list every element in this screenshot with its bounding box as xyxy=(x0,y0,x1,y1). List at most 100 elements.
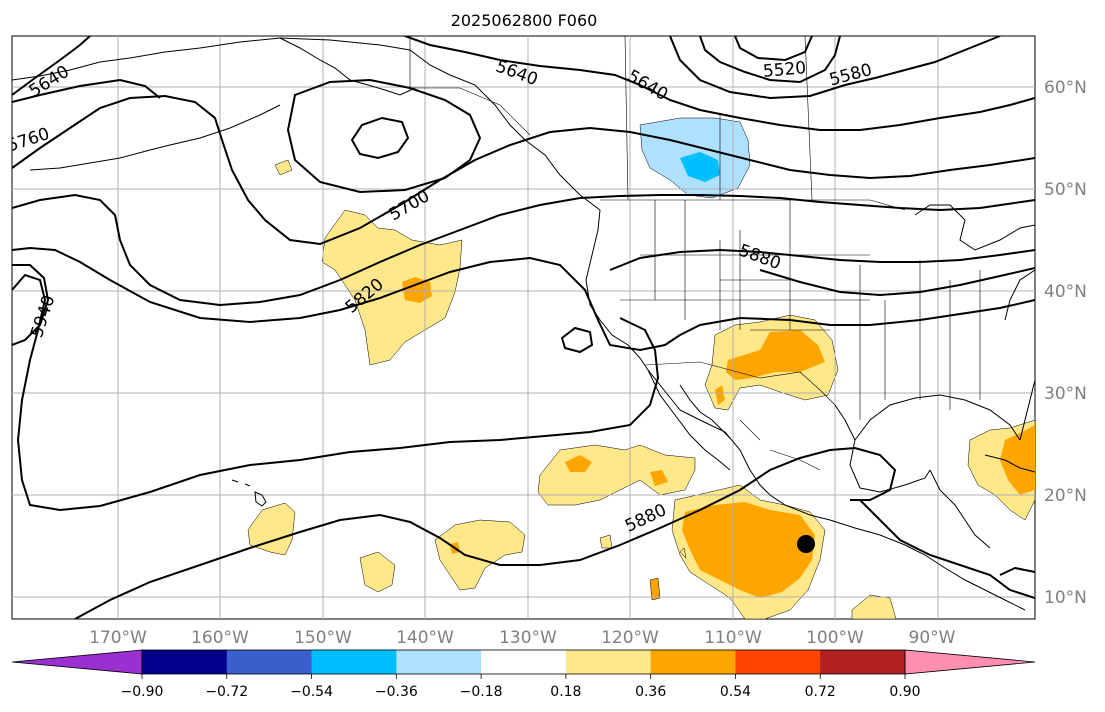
negative-shade-canada-core xyxy=(680,152,720,182)
colorbar-segment xyxy=(735,650,821,674)
coast-us-west xyxy=(585,209,681,411)
colorbar-tick-label: −0.18 xyxy=(460,684,503,700)
colorbar-segment xyxy=(820,650,906,674)
positive-shade-southwest-core xyxy=(726,330,825,380)
positive-shade-hawaii xyxy=(247,502,296,556)
contour-5640-north xyxy=(404,36,1035,131)
colorbar-tick-label: −0.90 xyxy=(121,684,164,700)
lon-tick: 90°W xyxy=(909,628,956,648)
lon-tick: 120°W xyxy=(601,628,659,648)
colorbar-tick-label: 0.36 xyxy=(635,684,666,700)
contour-5640-low xyxy=(350,116,410,160)
contour-5820 xyxy=(12,246,681,352)
positive-shade-florida-core xyxy=(1000,425,1035,495)
map-title: 2025062800 F060 xyxy=(451,11,598,30)
contour-5700-loop xyxy=(286,78,482,194)
lon-tick: 160°W xyxy=(191,628,249,648)
colorbar-tick-label: 0.18 xyxy=(550,684,581,700)
colorbar-segment xyxy=(311,650,397,674)
contour-5820-east xyxy=(609,248,1035,271)
lat-tick: 20°N xyxy=(1044,486,1087,506)
colorbar-segment xyxy=(565,650,652,674)
colorbar-tick-label: −0.36 xyxy=(375,684,418,700)
map-panel: 5520 5580 5640 5640 5640 5700 5760 5820 … xyxy=(11,35,1036,620)
coast-alaska xyxy=(12,37,601,211)
contour-label: 5520 xyxy=(762,58,807,82)
coast-florida xyxy=(1019,379,1035,441)
lat-tick-labels: 60°N 50°N 40°N 30°N 20°N 10°N xyxy=(1044,78,1087,608)
border-us-mexico xyxy=(644,361,836,406)
positive-shade-southwest-pacific xyxy=(359,551,396,593)
contour-5880-high xyxy=(560,326,594,354)
border-alaska-canada xyxy=(409,36,531,136)
lat-tick: 60°N xyxy=(1044,78,1087,98)
coastlines xyxy=(12,37,1035,611)
contour-5940 xyxy=(12,264,50,346)
colorbar-tick-label: −0.54 xyxy=(290,684,333,700)
contour-5520 xyxy=(699,36,841,84)
colorbar: −0.90 −0.72 −0.54 −0.36 −0.18 0.18 0.36 0.54 0.7… xyxy=(11,649,1036,700)
colorbar-segment xyxy=(396,650,482,674)
positive-shade-mexico-west-core xyxy=(565,455,592,472)
contour-5520-inner xyxy=(734,36,813,62)
lon-tick: 130°W xyxy=(499,628,557,648)
contour-5880-gulf xyxy=(859,499,1035,599)
positive-shade-mexico-south-core xyxy=(682,502,815,598)
height-contours xyxy=(12,36,1035,619)
colorbar-extension-low xyxy=(11,649,143,675)
coast-baja xyxy=(647,369,731,471)
shaded-fields xyxy=(247,117,1035,619)
colorbar-segment xyxy=(226,650,313,674)
border-us-states xyxy=(620,200,981,420)
colorbar-tick-label: 0.90 xyxy=(889,684,920,700)
lon-tick: 140°W xyxy=(396,628,454,648)
contour-5880-carib xyxy=(999,566,1035,576)
colorbar-tick-label: 0.54 xyxy=(720,684,751,700)
coast-hawaii xyxy=(231,479,267,507)
positive-shade-mexico-west-core2 xyxy=(650,470,668,486)
colorbar-tick-label: −0.72 xyxy=(205,684,248,700)
lon-tick: 100°W xyxy=(806,628,864,648)
colorbar-segment xyxy=(481,650,567,674)
coast-gulf xyxy=(834,394,1021,493)
coast-mexico-west xyxy=(679,409,906,546)
lat-tick: 10°N xyxy=(1044,588,1087,608)
coast-aleutians xyxy=(29,104,281,171)
contour-5880-north xyxy=(679,299,1035,336)
lon-tick: 110°W xyxy=(704,628,762,648)
map-frame xyxy=(11,35,1036,620)
contour-5580 xyxy=(669,36,1001,100)
coast-cuba xyxy=(984,454,1035,473)
positive-shade-small xyxy=(274,159,293,176)
positive-shade-southwest-core2 xyxy=(715,385,725,405)
lat-tick: 30°N xyxy=(1044,384,1087,404)
lon-tick: 170°W xyxy=(89,628,147,648)
graticule xyxy=(12,36,1035,619)
lon-tick-labels: 170°W 160°W 150°W 140°W 130°W 120°W 110°… xyxy=(89,628,956,648)
contour-5760-west xyxy=(12,78,161,103)
colorbar-tick-label: 0.72 xyxy=(805,684,836,700)
colorbar-extension-high xyxy=(904,649,1036,675)
black-dot-marker xyxy=(797,535,815,553)
contour-5700 xyxy=(12,94,1035,246)
lon-tick: 150°W xyxy=(294,628,352,648)
contour-5880-main xyxy=(12,273,660,512)
colorbar-segment xyxy=(650,650,736,674)
border-mexico-states xyxy=(739,419,821,471)
contour-5820-east2 xyxy=(759,267,1035,297)
coast-central-america xyxy=(904,469,1026,611)
coast-great-lakes xyxy=(914,204,1035,251)
contour-5880-south xyxy=(74,446,897,619)
lat-tick: 40°N xyxy=(1044,282,1087,302)
colorbar-segment xyxy=(142,650,228,674)
positive-shade-bottom2 xyxy=(679,547,687,559)
contour-5760 xyxy=(12,193,1035,307)
contour-5640-west xyxy=(12,36,91,96)
colorbar-frame xyxy=(141,649,906,675)
political-borders xyxy=(409,36,981,471)
positive-shade-tropical-pacific xyxy=(434,519,526,591)
coast-east xyxy=(1004,269,1035,321)
positive-shade-tiny2 xyxy=(649,577,661,601)
lat-tick: 50°N xyxy=(1044,180,1087,200)
